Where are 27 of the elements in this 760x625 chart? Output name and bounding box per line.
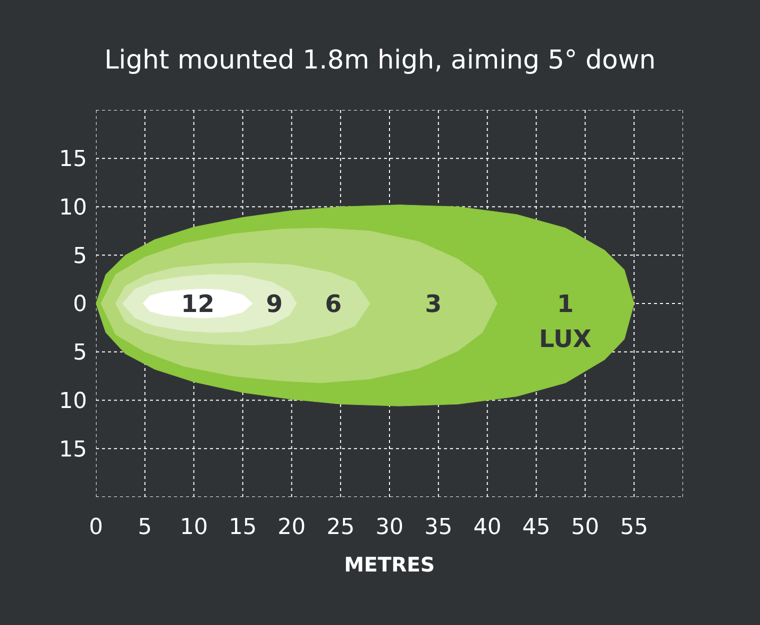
y-tick-label: 5	[73, 244, 87, 269]
x-tick-label: 40	[473, 515, 502, 540]
x-tick-label: 20	[278, 515, 306, 540]
x-tick-label: 10	[180, 515, 208, 540]
series-label: 3	[425, 290, 442, 318]
chart-title: Light mounted 1.8m high, aiming 5° down	[104, 45, 656, 76]
y-tick-label: 15	[59, 147, 87, 172]
x-axis-title: METRES	[344, 552, 435, 576]
series-label: 1	[557, 290, 574, 318]
series-label: 6	[325, 290, 342, 318]
x-tick-label: 15	[228, 515, 257, 540]
series-label: 12	[181, 290, 214, 318]
series-label: 9	[266, 290, 283, 318]
y-tick-label: 10	[59, 195, 87, 220]
x-tick-label: 35	[424, 515, 452, 540]
x-tick-label: 0	[89, 515, 103, 540]
annotation: LUX	[539, 325, 592, 353]
x-tick-label: 25	[326, 515, 355, 540]
x-tick-label: 55	[620, 515, 648, 540]
x-tick-label: 30	[376, 515, 404, 540]
y-tick-label: 10	[59, 388, 87, 414]
y-tick-label: 15	[59, 437, 87, 462]
x-tick-label: 45	[522, 515, 550, 540]
x-tick-label: 5	[138, 515, 152, 540]
x-tick-label: 50	[571, 515, 600, 540]
y-tick-label: 5	[73, 340, 87, 366]
y-tick-label: 0	[73, 292, 87, 318]
